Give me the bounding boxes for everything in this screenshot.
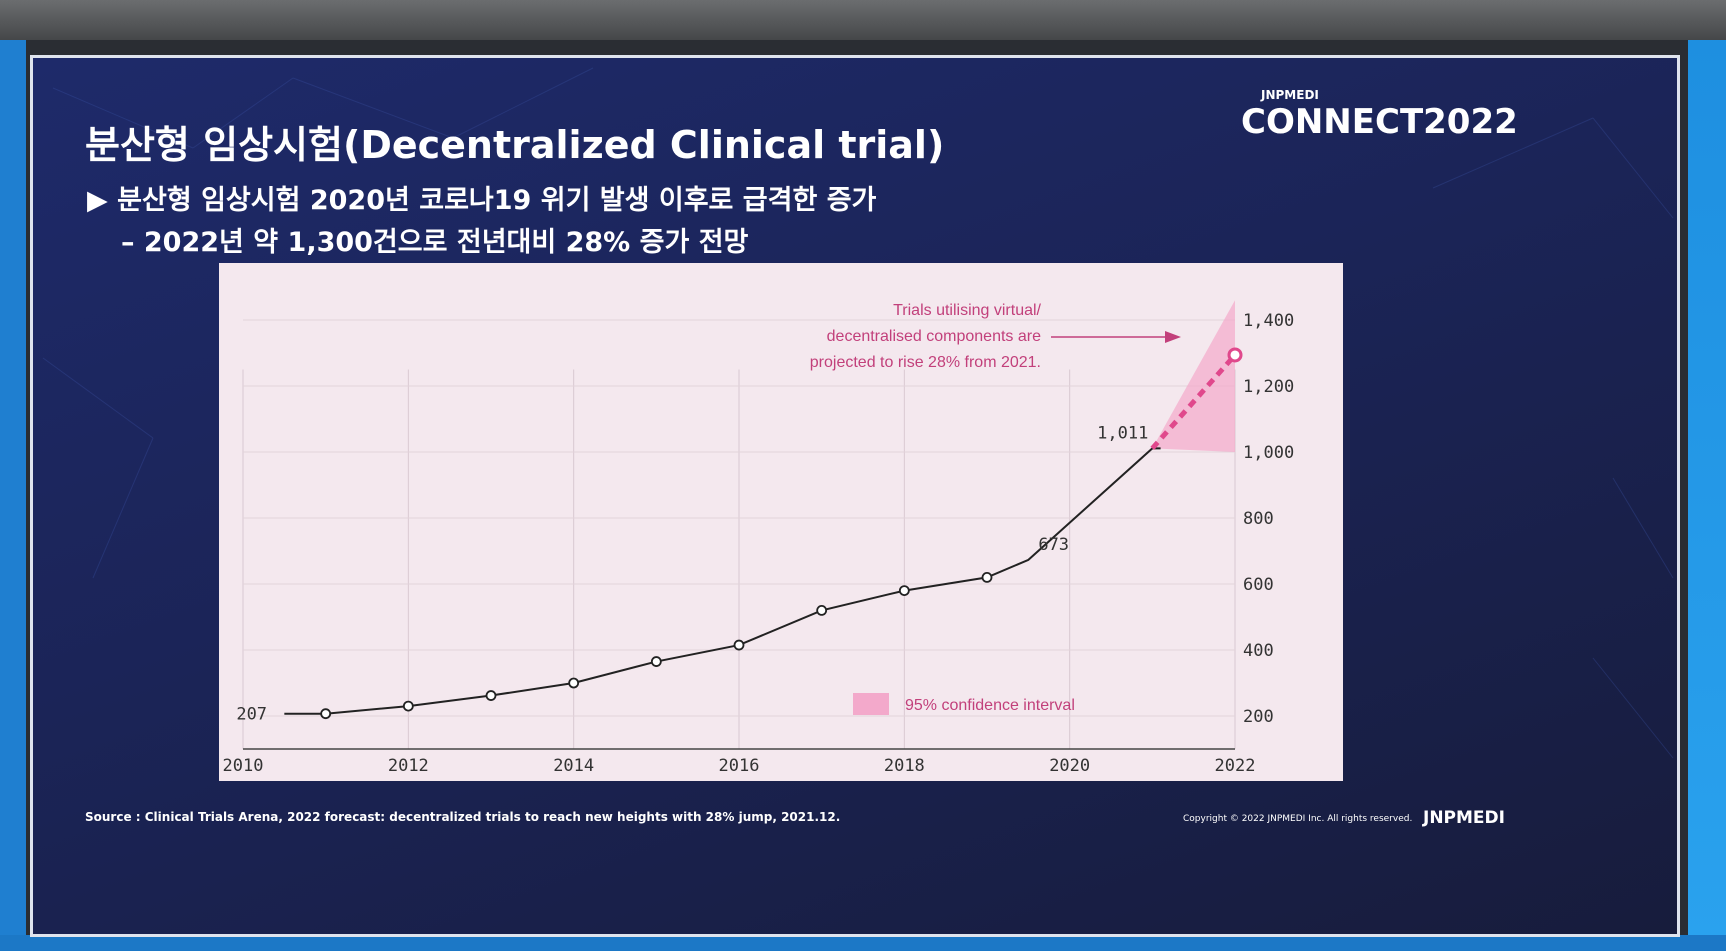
- x-tick-label: 2010: [223, 756, 264, 776]
- y-tick-label: 200: [1243, 707, 1274, 727]
- y-tick-label: 1,200: [1243, 377, 1294, 397]
- x-tick-label: 2018: [884, 756, 925, 776]
- x-tick-label: 2012: [388, 756, 429, 776]
- x-tick-label: 2020: [1049, 756, 1090, 776]
- annotation-line: Trials utilising virtual/: [893, 302, 1041, 319]
- data-label: 1,011: [1097, 423, 1148, 443]
- x-tick-label: 2014: [553, 756, 594, 776]
- screen-background-right: [1688, 40, 1726, 951]
- source-citation: Source : Clinical Trials Arena, 2022 for…: [85, 810, 841, 824]
- data-label: 207: [236, 705, 267, 725]
- y-tick-label: 600: [1243, 575, 1274, 595]
- room-ceiling: [0, 0, 1726, 40]
- data-point-marker: [898, 585, 910, 597]
- y-tick-label: 1,000: [1243, 443, 1294, 463]
- network-pattern: [42, 67, 1674, 759]
- screen-background-left: [0, 40, 26, 951]
- copyright-text: Copyright © 2022 JNPMEDI Inc. All rights…: [1183, 814, 1413, 824]
- data-point-marker: [816, 604, 828, 616]
- data-point-marker: [650, 656, 662, 667]
- slide-title: 분산형 임상시험(Decentralized Clinical trial): [85, 123, 945, 167]
- line-chart: 2010 2012 2014 2016 2018 2020 2022 200 400 600 800…: [223, 300, 1294, 776]
- data-point-marker: [485, 690, 497, 701]
- data-point-marker: [320, 708, 332, 720]
- annotation-line: decentralised components are: [827, 328, 1041, 345]
- data-point-marker: [402, 700, 414, 712]
- legend-swatch: [853, 693, 889, 715]
- data-label: 673: [1038, 535, 1069, 555]
- data-point-marker: [568, 677, 580, 689]
- y-tick-label: 1,400: [1243, 311, 1294, 331]
- brand-logo: JNPMEDI: [1423, 808, 1505, 828]
- projection-endpoint-marker: [1227, 347, 1243, 363]
- series-line: [284, 447, 1161, 715]
- chart-panel: 2010 2012 2014 2016 2018 2020 2022 200 400 600 800…: [219, 263, 1343, 781]
- bullet-point-2: – 2022년 약 1,300건으로 전년대비 28% 증가 전망: [121, 227, 749, 258]
- logo-company-text: JNPMEDI: [1261, 88, 1319, 102]
- annotation-line: projected to rise 28% from 2021.: [810, 354, 1041, 371]
- data-point-marker: [981, 571, 993, 583]
- screen-background-bottom: [0, 935, 1726, 951]
- data-point-marker: [733, 639, 745, 651]
- projection-line: [1150, 353, 1237, 451]
- presentation-slide: 분산형 임상시험(Decentralized Clinical trial) J…: [30, 55, 1680, 937]
- y-tick-label: 800: [1243, 509, 1274, 529]
- logo-event-text: CONNECT2022: [1241, 102, 1518, 142]
- confidence-interval-band: [1152, 300, 1235, 452]
- y-tick-label: 400: [1243, 641, 1274, 661]
- x-tick-label: 2016: [719, 756, 760, 776]
- legend-label: 95% confidence interval: [905, 697, 1075, 714]
- annotation-arrow-head: [1165, 331, 1181, 343]
- bullet-point-1: ▶ 분산형 임상시험 2020년 코로나19 위기 발생 이후로 급격한 증가: [87, 185, 877, 216]
- x-tick-label: 2022: [1215, 756, 1256, 776]
